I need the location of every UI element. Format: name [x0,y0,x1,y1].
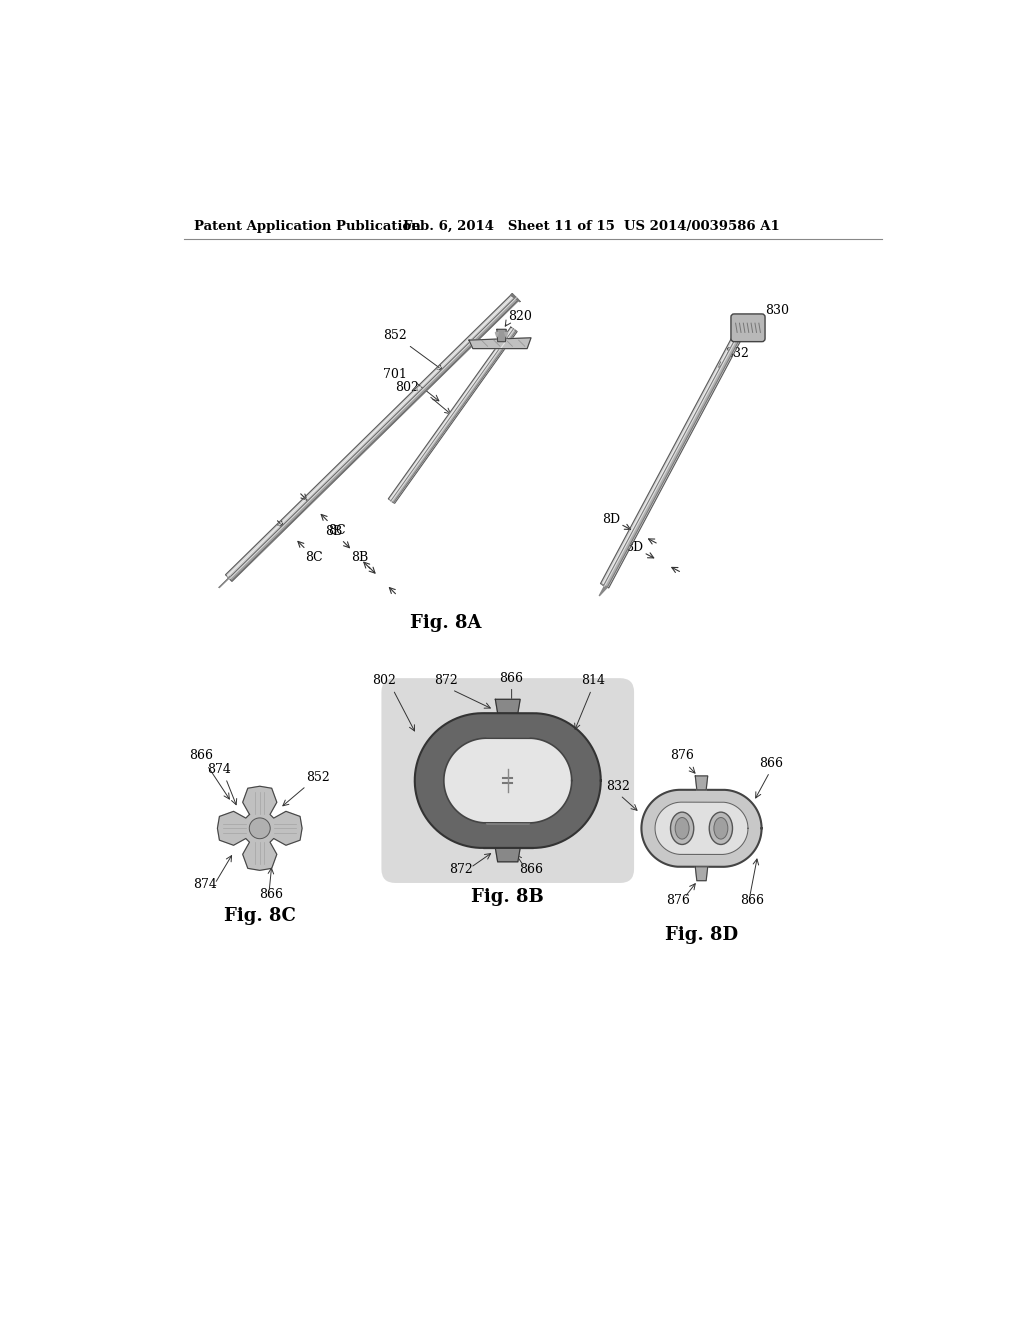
Text: 8B: 8B [326,525,342,539]
Ellipse shape [671,812,693,845]
Text: 832: 832 [606,780,630,793]
Polygon shape [486,738,529,822]
Polygon shape [496,700,520,713]
Polygon shape [511,294,520,302]
Ellipse shape [415,713,550,847]
Text: 8D: 8D [602,512,620,525]
Text: 701: 701 [383,368,407,381]
Polygon shape [695,776,708,789]
Text: 866: 866 [519,863,543,876]
Polygon shape [497,330,506,342]
Text: 866: 866 [259,887,284,900]
Text: 830: 830 [765,304,790,317]
Polygon shape [695,867,708,880]
Ellipse shape [486,738,571,822]
Ellipse shape [443,738,529,822]
Text: 832: 832 [725,347,749,360]
Text: 820: 820 [508,310,531,323]
Text: 874: 874 [194,878,217,891]
Polygon shape [388,327,517,503]
Text: Fig. 8A: Fig. 8A [410,614,481,632]
Text: 876: 876 [667,894,690,907]
Polygon shape [641,789,762,867]
Text: US 2014/0039586 A1: US 2014/0039586 A1 [624,219,779,232]
Text: 866: 866 [740,894,764,907]
Polygon shape [505,333,508,337]
Polygon shape [496,847,520,862]
Polygon shape [655,803,748,854]
Polygon shape [604,331,742,587]
Text: 866: 866 [759,756,783,770]
FancyBboxPatch shape [731,314,765,342]
Ellipse shape [710,812,732,845]
Text: 8B: 8B [350,550,368,564]
Text: 8D: 8D [625,541,643,554]
Text: 8C: 8C [305,550,323,564]
Polygon shape [217,787,302,870]
Text: Fig. 8D: Fig. 8D [665,925,738,944]
Text: 8C: 8C [328,524,346,537]
Text: 876: 876 [670,748,694,762]
FancyBboxPatch shape [381,678,634,883]
Ellipse shape [249,818,270,838]
Text: 802: 802 [372,675,395,688]
Text: Feb. 6, 2014   Sheet 11 of 15: Feb. 6, 2014 Sheet 11 of 15 [403,219,615,232]
Text: 872: 872 [434,675,458,688]
Text: 872: 872 [450,863,473,876]
Ellipse shape [465,713,601,847]
Polygon shape [599,585,607,595]
Text: Fig. 8C: Fig. 8C [224,907,296,925]
Ellipse shape [675,817,689,840]
Text: 866: 866 [189,748,214,762]
Text: 802: 802 [394,381,419,393]
Text: Patent Application Publication: Patent Application Publication [194,219,421,232]
Text: 866: 866 [500,672,523,685]
Polygon shape [496,333,499,337]
Polygon shape [391,329,516,503]
Text: 874: 874 [208,763,231,776]
Text: 852: 852 [306,771,330,784]
Text: 814: 814 [581,675,605,688]
Text: 852: 852 [384,329,442,370]
Polygon shape [482,713,532,847]
Polygon shape [469,338,531,348]
Polygon shape [225,294,519,581]
Ellipse shape [714,817,728,840]
Polygon shape [600,330,744,587]
Polygon shape [229,297,518,581]
Text: Fig. 8B: Fig. 8B [471,888,544,907]
Polygon shape [219,577,230,587]
